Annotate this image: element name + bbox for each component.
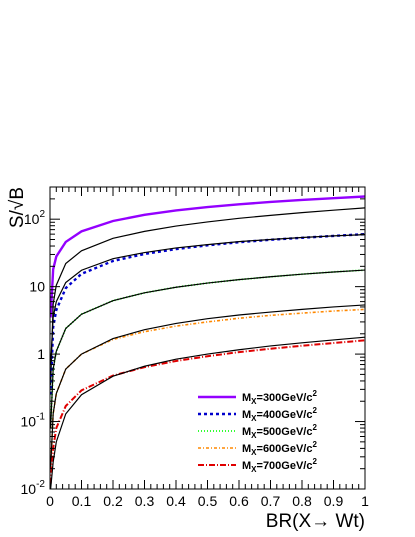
fit-line-9 [50,336,365,489]
fit-line-3 [50,234,365,365]
plot-frame [49,186,366,490]
x-tick-label: 0.5 [198,493,218,509]
legend-label: MX=500GeV/c2 [242,423,317,440]
x-tick-label: 0.2 [103,493,123,509]
x-tick-label: 0.9 [324,493,344,509]
series-line-400 [50,232,365,395]
y-tick-label: 10-1 [21,412,46,430]
fit-line-1 [50,207,365,385]
legend-label: MX=400GeV/c2 [242,406,317,423]
curves [50,195,365,489]
y-tick-label: 1 [37,346,45,362]
legend-label: MX=600GeV/c2 [242,440,317,457]
x-tick-label: 0.7 [261,493,281,509]
fit-line-5 [50,269,365,429]
series-line-500 [50,269,365,429]
axes: 0 0.1 0.2 0.3 0.4 0.5 0.6 0.7 0.8 0.9 1 10-2 10-1 1 10… [7,186,369,532]
y-tick-label: 10 [29,279,45,295]
series-line-300 [50,195,365,318]
x-tick-label: 0.6 [229,493,249,509]
x-axis-title: BR(X→ Wt) [266,511,365,532]
x-tick-label: 1 [361,493,369,509]
x-tick-label: 0.1 [72,493,92,509]
y-axis-title: S/√B [7,187,28,228]
y-tick-label: 102 [24,209,46,227]
fit-line-7 [50,304,365,469]
y-tick-label: 10-2 [21,479,46,497]
legend-label: MX=300GeV/c2 [242,389,317,406]
legend-label: MX=700GeV/c2 [242,457,317,474]
series-line-700 [50,339,365,484]
x-tick-label: 0.3 [135,493,155,509]
x-tick-label: 0 [46,493,54,509]
legend: MX=300GeV/c2MX=400GeV/c2MX=500GeV/c2MX=6… [198,389,317,474]
series-line-600 [50,308,365,469]
x-tick-label: 0.8 [292,493,312,509]
x-tick-label: 0.4 [166,493,186,509]
